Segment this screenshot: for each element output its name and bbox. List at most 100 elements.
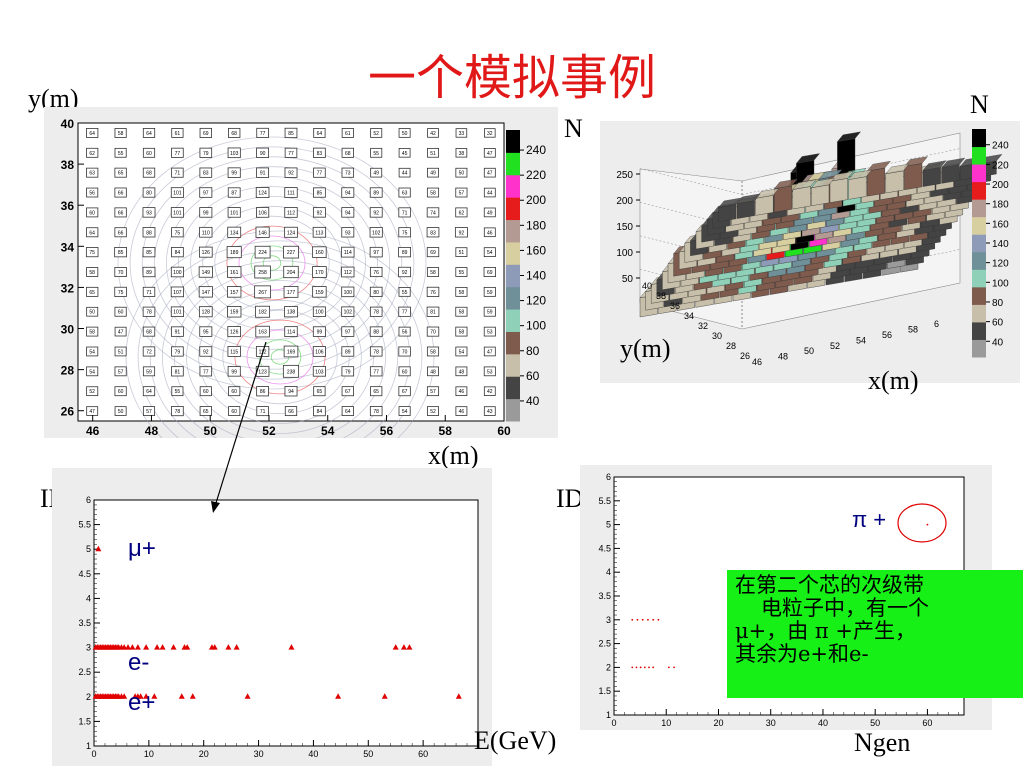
heatmap-cell	[455, 286, 468, 297]
heatmap-cell	[255, 187, 270, 198]
heatmap-cell-value: 46	[459, 389, 465, 395]
heatmap-cell	[398, 366, 411, 377]
heatmap-cell	[483, 187, 496, 198]
heatmap-cell	[426, 247, 440, 258]
heatmap-colorbar-swatch	[506, 331, 520, 355]
heatmap-cell	[86, 127, 99, 138]
heatmap-cell	[341, 128, 354, 138]
heatmap-cell	[142, 167, 156, 178]
heatmap-cell	[427, 147, 439, 158]
heatmap-cell-value: 50	[118, 409, 124, 415]
heatmap-cell	[114, 267, 127, 277]
heatmap-cell	[142, 187, 156, 198]
data-point-triangle	[225, 644, 232, 650]
heatmap-cell	[283, 265, 299, 279]
heatmap-cell	[284, 306, 298, 318]
heatmap-cell-value: 66	[118, 210, 124, 216]
data-point-triangle	[121, 644, 128, 650]
heatmap-cell	[483, 286, 496, 297]
data-point-dot	[652, 666, 655, 669]
heatmap-cell	[398, 128, 411, 138]
lego-x-tick-label: 58	[908, 325, 918, 335]
heatmap-cell	[114, 366, 127, 377]
heatmap-cell	[284, 187, 298, 198]
heatmap-cell-value: 72	[146, 349, 152, 355]
heatmap-cell-value: 47	[487, 171, 493, 177]
lego-colorbar-tick-label: 160	[992, 219, 1009, 230]
lego-bar-top	[717, 197, 743, 208]
heatmap-cell	[227, 207, 241, 218]
heatmap-cell	[227, 226, 242, 238]
heatmap-cell-value: 47	[487, 349, 493, 355]
heatmap-colorbar-tick-label: 40	[526, 394, 540, 408]
heatmap-cell-value: 58	[89, 330, 95, 336]
z-tick-label: 50	[622, 274, 634, 285]
x-tick-label: 50	[363, 749, 373, 759]
y-tick-label: 1	[86, 741, 91, 751]
heatmap-cell-value: 169	[287, 349, 296, 355]
heatmap-cell	[455, 207, 468, 218]
heatmap-cell-value: 77	[373, 369, 379, 375]
heatmap-cell-value: 59	[146, 369, 152, 375]
heatmap-cell-value: 110	[202, 230, 210, 236]
x-tick-label: 40	[308, 749, 318, 759]
heatmap-cell-value: 92	[373, 210, 379, 216]
contour-line	[198, 289, 362, 424]
heatmap-cell-value: 51	[459, 250, 465, 256]
heatmap-cell	[199, 406, 212, 417]
lego-colorbar-swatch	[972, 216, 986, 235]
contour-line	[226, 225, 318, 301]
heatmap-cell	[198, 286, 213, 298]
heatmap-cell	[142, 247, 156, 258]
annotation-e-minus: e-	[128, 649, 149, 676]
heatmap-cell-value: 60	[231, 389, 237, 395]
heatmap-cell	[455, 128, 468, 138]
lego-grid-line	[639, 168, 743, 195]
heatmap-cell	[142, 386, 156, 397]
data-point-triangle	[154, 644, 161, 650]
heatmap-cell	[86, 386, 99, 397]
heatmap-cell-value: 204	[287, 270, 296, 276]
heatmap-cell-value: 66	[118, 191, 124, 197]
slide-title: 一个模拟事例	[367, 50, 656, 106]
z-tick-label: 200	[616, 196, 633, 207]
heatmap-cell-value: 71	[260, 409, 266, 415]
y-tick-label: 5.5	[598, 496, 611, 506]
heatmap-cell	[398, 326, 411, 337]
data-point-dot	[667, 666, 670, 669]
heatmap-cell-value: 94	[288, 389, 294, 395]
heatmap-cell-value: 77	[317, 171, 323, 177]
heatmap-cell	[370, 147, 383, 158]
heatmap-cell-value: 45	[402, 151, 408, 157]
heatmap-cell	[483, 247, 496, 257]
heatmap-cell	[256, 127, 269, 138]
heatmap-cell-value: 75	[175, 230, 181, 236]
heatmap-cell-value: 77	[260, 131, 266, 137]
heatmap-cell-value: 47	[487, 151, 493, 157]
heatmap-cell-value: 47	[118, 330, 124, 336]
heatmap-cell-value: 51	[430, 151, 436, 157]
heatmap-cell-value: 149	[202, 270, 211, 276]
data-point-triangle	[151, 693, 158, 699]
y-tick-label: 5	[86, 544, 91, 554]
heatmap-cell-value: 64	[146, 131, 152, 137]
heatmap-cell-value: 124	[287, 230, 296, 236]
heatmap-cell	[199, 346, 213, 357]
heatmap-cell-value: 58	[430, 191, 436, 197]
heatmap-cell	[114, 167, 127, 178]
heatmap-cell	[142, 346, 156, 357]
heatmap-cell	[171, 386, 184, 397]
heatmap-cell-value: 58	[459, 310, 465, 316]
heatmap-cell	[483, 346, 496, 357]
heatmap-cell-value: 93	[146, 210, 152, 216]
heatmap-cell	[254, 265, 271, 279]
lego-colorbar-swatch	[972, 269, 986, 288]
heatmap-cell	[171, 366, 184, 377]
heatmap-cell	[313, 187, 326, 198]
heatmap-cell	[427, 406, 439, 416]
lego-x-tick-label: 50	[804, 346, 814, 356]
heatmap-cell	[426, 326, 440, 337]
heatmap-cell	[114, 247, 127, 258]
heatmap-cell	[283, 285, 299, 298]
contour-line	[214, 215, 330, 311]
